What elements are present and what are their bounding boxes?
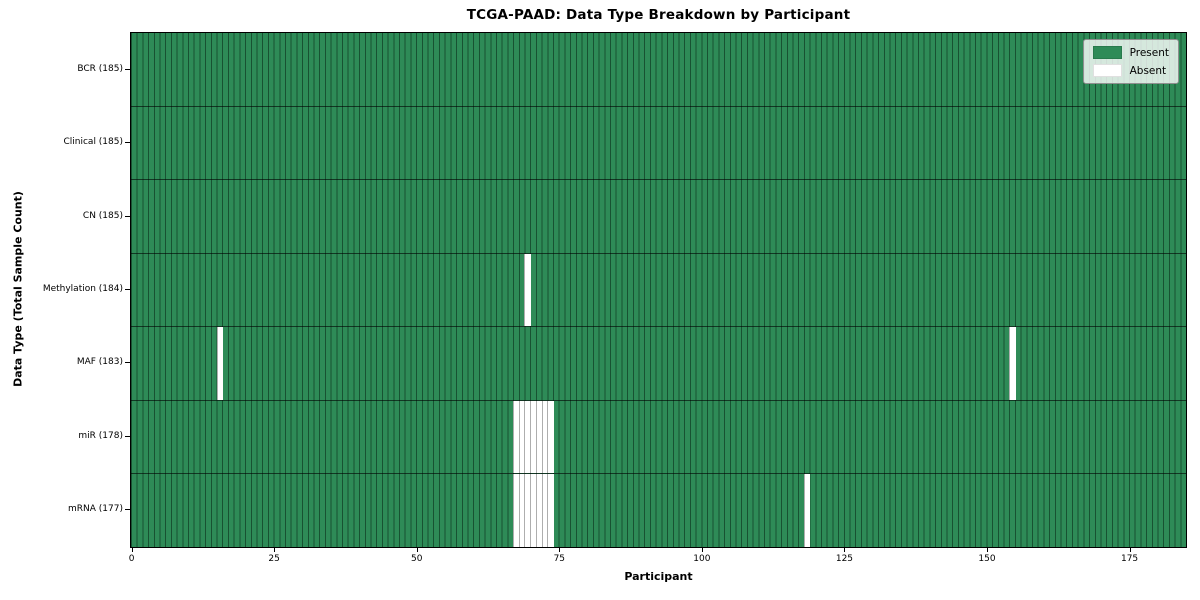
x-tick-label: 50: [411, 554, 423, 564]
x-tick-label: 25: [268, 554, 280, 564]
x-tick-label: 100: [693, 554, 711, 564]
absent-cell: [541, 474, 548, 548]
y-tick-label: MAF (183): [76, 357, 123, 368]
y-tick-mark: [125, 215, 130, 217]
absent-cell: [513, 474, 520, 548]
absent-cell: [518, 474, 526, 548]
absent-cell: [530, 400, 537, 474]
absent-cell: [216, 327, 223, 400]
x-tick-mark: [987, 548, 988, 552]
x-tick-mark: [131, 548, 133, 552]
absent-cell: [524, 400, 531, 474]
data-type-row-Methylation: [131, 253, 1186, 328]
absent-cell: [524, 253, 531, 327]
absent-cell: [1009, 327, 1016, 400]
absent-cell: [535, 400, 543, 474]
absent-cell: [547, 474, 554, 548]
absent-cell: [524, 474, 531, 548]
y-tick-label: miR (178): [78, 430, 123, 441]
absent-cell: [513, 400, 520, 474]
x-tick-mark: [416, 548, 418, 552]
absent-cell: [547, 400, 554, 474]
y-tick-mark: [125, 142, 130, 144]
x-tick-label: 0: [128, 554, 135, 564]
chart-title: TCGA-PAAD: Data Type Breakdown by Partic…: [466, 7, 851, 23]
data-type-row-miR: [131, 400, 1186, 475]
y-tick-mark: [125, 289, 130, 290]
x-tick-mark: [844, 548, 846, 552]
legend-swatch-present: [1092, 46, 1122, 59]
x-tick-mark: [559, 548, 561, 552]
x-tick-label: 125: [835, 554, 854, 564]
data-type-row-MAF: [131, 327, 1186, 401]
data-type-row-Clinical: [131, 106, 1186, 181]
legend-label: Present: [1129, 46, 1169, 59]
legend: Present Absent: [1082, 39, 1179, 84]
absent-cell: [803, 474, 811, 548]
absent-cell: [535, 474, 543, 548]
y-tick-mark: [125, 435, 130, 437]
x-tick-mark: [1129, 548, 1131, 552]
y-tick-label: mRNA (177): [68, 504, 123, 515]
y-tick-label: Clinical (185): [63, 137, 123, 148]
data-type-row-BCR: [131, 33, 1186, 107]
x-tick-label: 75: [553, 554, 566, 564]
data-type-row-mRNA: [131, 474, 1186, 548]
absent-cell: [541, 400, 548, 474]
x-tick-label: 175: [1120, 554, 1139, 564]
y-tick-mark: [125, 68, 130, 70]
absent-cell: [518, 400, 526, 474]
y-tick-mark: [125, 509, 130, 511]
x-tick-mark: [701, 548, 703, 552]
y-tick-mark: [125, 362, 130, 364]
legend-swatch-absent: [1092, 64, 1122, 77]
x-tick-label: 150: [978, 554, 996, 564]
y-tick-label: CN (185): [82, 210, 123, 221]
absent-cell: [530, 474, 537, 548]
y-tick-label: BCR (185): [77, 63, 123, 74]
x-axis-title: Participant: [624, 570, 693, 583]
legend-entry-present: Present: [1092, 46, 1169, 59]
plot-area: Present Absent: [130, 32, 1187, 548]
y-tick-label: Methylation (184): [42, 284, 123, 294]
heatmap-rows: [131, 33, 1186, 548]
legend-label: Absent: [1129, 64, 1167, 77]
data-type-row-CN: [131, 180, 1186, 254]
legend-entry-absent: Absent: [1092, 64, 1169, 77]
x-tick-mark: [274, 548, 276, 552]
